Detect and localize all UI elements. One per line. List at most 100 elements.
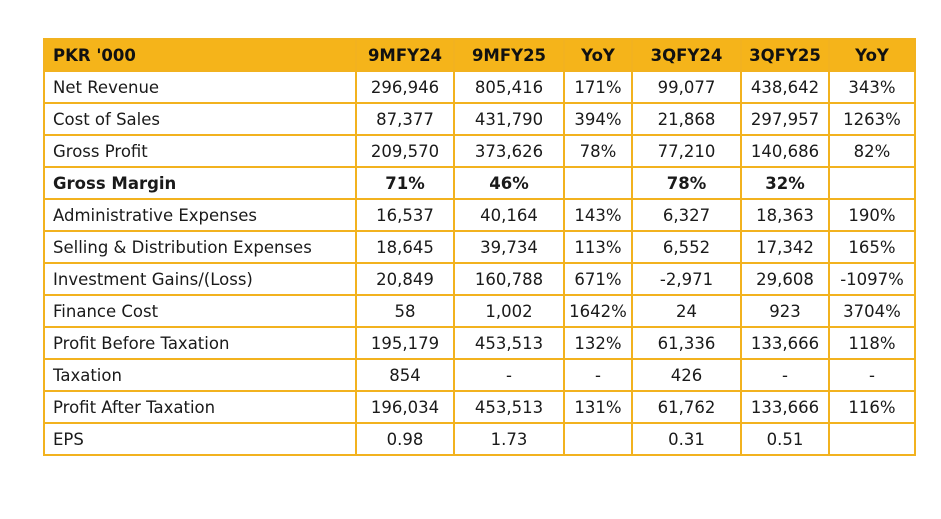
cell-3qfy25: 438,642 [740,70,830,104]
cell-yoy-9m: - [563,358,633,392]
cell-3qfy24: 21,868 [631,102,742,136]
cell-3qfy25: 29,608 [740,262,830,296]
header-3qfy25: 3QFY25 [740,38,830,72]
table-row: Cost of Sales 87,377 431,790 394% 21,868 297,… [43,102,916,136]
cell-3qfy24: 426 [631,358,742,392]
table-row: Gross Profit 209,570 373,626 78% 77,210 140,6… [43,134,916,168]
cell-yoy-9m: 78% [563,134,633,168]
row-label: Taxation [43,358,357,392]
cell-3qfy24: -2,971 [631,262,742,296]
row-label: Selling & Distribution Expenses [43,230,357,264]
table-row: Finance Cost 58 1,002 1642% 24 923 3704% [43,294,916,328]
table-row: Gross Margin 71% 46% 78% 32% [43,166,916,200]
cell-yoy-3q: 343% [828,70,916,104]
cell-yoy-3q: 1263% [828,102,916,136]
cell-9mfy25: 46% [453,166,565,200]
cell-3qfy25: 297,957 [740,102,830,136]
cell-yoy-9m: 671% [563,262,633,296]
cell-9mfy25: 431,790 [453,102,565,136]
cell-yoy-9m: 171% [563,70,633,104]
header-9mfy25: 9MFY25 [453,38,565,72]
header-9mfy24: 9MFY24 [355,38,455,72]
header-yoy-9m: YoY [563,38,633,72]
row-label: Investment Gains/(Loss) [43,262,357,296]
cell-yoy-9m: 143% [563,198,633,232]
cell-3qfy25: 133,666 [740,326,830,360]
cell-3qfy24: 6,327 [631,198,742,232]
cell-yoy-3q: 190% [828,198,916,232]
cell-9mfy24: 87,377 [355,102,455,136]
cell-9mfy25: 453,513 [453,390,565,424]
cell-9mfy25: - [453,358,565,392]
header-yoy-3q: YoY [828,38,916,72]
cell-9mfy25: 453,513 [453,326,565,360]
cell-3qfy25: - [740,358,830,392]
cell-9mfy24: 0.98 [355,422,455,456]
table-row: Profit Before Taxation 195,179 453,513 132%… [43,326,916,360]
row-label: Administrative Expenses [43,198,357,232]
table-row: Net Revenue 296,946 805,416 171% 99,077 438,6… [43,70,916,104]
cell-yoy-3q: - [828,358,916,392]
cell-yoy-9m: 1642% [563,294,633,328]
cell-9mfy24: 196,034 [355,390,455,424]
cell-yoy-9m [563,422,633,456]
table-row: Selling & Distribution Expenses 18,645 39,… [43,230,916,264]
row-label: Profit After Taxation [43,390,357,424]
row-label: Cost of Sales [43,102,357,136]
financial-summary-table: PKR '000 9MFY24 9MFY25 YoY 3QFY24 3QFY25… [43,38,916,456]
cell-3qfy25: 17,342 [740,230,830,264]
cell-9mfy25: 1.73 [453,422,565,456]
cell-yoy-3q [828,422,916,456]
row-label: Finance Cost [43,294,357,328]
cell-yoy-3q: 116% [828,390,916,424]
cell-3qfy24: 0.31 [631,422,742,456]
cell-3qfy24: 99,077 [631,70,742,104]
table-body: Net Revenue 296,946 805,416 171% 99,077 438,6… [43,70,916,456]
cell-yoy-9m: 131% [563,390,633,424]
cell-3qfy25: 133,666 [740,390,830,424]
cell-9mfy24: 195,179 [355,326,455,360]
row-label: Net Revenue [43,70,357,104]
cell-9mfy24: 16,537 [355,198,455,232]
cell-yoy-9m [563,166,633,200]
table-row: EPS 0.98 1.73 0.31 0.51 [43,422,916,456]
cell-3qfy24: 77,210 [631,134,742,168]
cell-yoy-3q: -1097% [828,262,916,296]
cell-3qfy24: 61,336 [631,326,742,360]
cell-3qfy24: 61,762 [631,390,742,424]
cell-9mfy24: 18,645 [355,230,455,264]
row-label: Gross Margin [43,166,357,200]
cell-yoy-3q [828,166,916,200]
cell-9mfy24: 20,849 [355,262,455,296]
cell-3qfy24: 24 [631,294,742,328]
cell-3qfy24: 78% [631,166,742,200]
row-label: Gross Profit [43,134,357,168]
cell-3qfy25: 140,686 [740,134,830,168]
cell-9mfy24: 854 [355,358,455,392]
table-row: Taxation 854- -426- - [43,358,916,392]
cell-9mfy24: 209,570 [355,134,455,168]
cell-3qfy24: 6,552 [631,230,742,264]
cell-3qfy25: 32% [740,166,830,200]
row-label: EPS [43,422,357,456]
cell-yoy-3q: 82% [828,134,916,168]
cell-3qfy25: 0.51 [740,422,830,456]
cell-yoy-9m: 394% [563,102,633,136]
cell-yoy-3q: 3704% [828,294,916,328]
row-label: Profit Before Taxation [43,326,357,360]
cell-9mfy24: 71% [355,166,455,200]
table-row: Profit After Taxation 196,034 453,513 131% 6… [43,390,916,424]
cell-9mfy24: 296,946 [355,70,455,104]
table-row: Investment Gains/(Loss) 20,849 160,788 671%… [43,262,916,296]
cell-9mfy25: 805,416 [453,70,565,104]
table-header-row: PKR '000 9MFY24 9MFY25 YoY 3QFY24 3QFY25… [43,38,916,72]
cell-yoy-3q: 118% [828,326,916,360]
table-row: Administrative Expenses 16,537 40,164 143% 6… [43,198,916,232]
header-3qfy24: 3QFY24 [631,38,742,72]
cell-yoy-9m: 132% [563,326,633,360]
cell-9mfy25: 39,734 [453,230,565,264]
cell-9mfy25: 40,164 [453,198,565,232]
cell-3qfy25: 923 [740,294,830,328]
header-currency-unit: PKR '000 [43,38,357,72]
cell-3qfy25: 18,363 [740,198,830,232]
